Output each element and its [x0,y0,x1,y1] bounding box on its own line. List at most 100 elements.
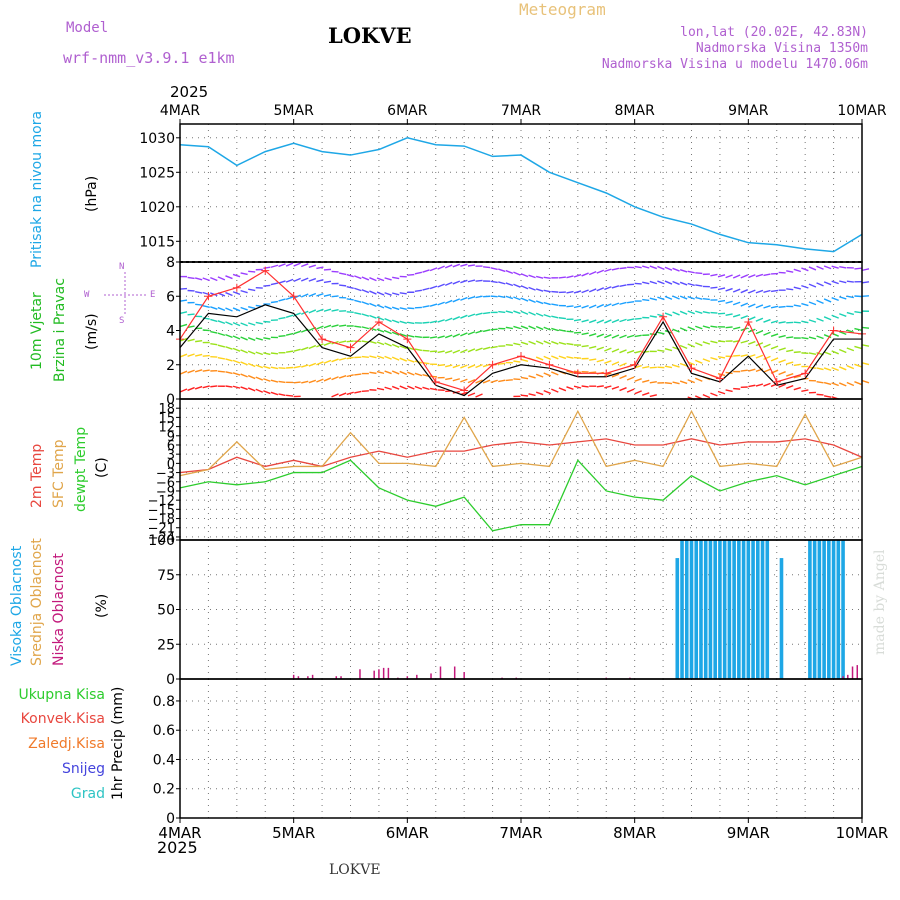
wind-arrow [217,332,226,337]
wind-arrow [384,386,392,391]
cloud-high-bar [732,540,736,679]
wind-arrow [566,355,574,359]
cloud-ytick-label: 100 [148,533,175,549]
wind-arrow [270,366,279,370]
wind-arrow [581,332,589,336]
wind-arrow [232,372,241,376]
wind-arrow [733,387,741,390]
wind-arrow [839,330,847,336]
xtick-label-bottom: 7MAR [499,824,542,842]
wind-arrow [581,304,589,309]
wind-arrow [240,306,248,311]
wind-arrow [460,296,468,301]
wind-arrow [346,356,354,360]
wind-arrow [657,265,665,270]
wind-arrow [604,360,612,364]
wind-arrow [839,280,847,284]
wind-arrow [649,297,657,301]
wind-arrow [505,295,514,300]
wind-arrow [755,273,764,278]
wind-arrow [748,340,756,345]
wind-arrow [255,351,264,356]
wind-arrow [535,340,544,345]
wind-arrow [490,267,498,271]
wind-arrow [717,287,726,291]
wind-ytick-label: 2 [166,358,175,374]
wind-arrow [376,277,385,282]
wind-arrow [384,292,392,296]
wind-arrow [195,290,203,294]
wind-arrow [619,284,627,287]
wind-arrow [672,295,680,300]
model-name: wrf-nmm_v3.9.1 e1km [63,49,235,67]
wind-gust-point [829,326,838,335]
wind-arrow [619,387,627,392]
wind-arrow [467,331,476,336]
wind-arrow [611,373,620,378]
wind-arrow [301,380,309,384]
wind-arrow [634,282,642,285]
wind-gust-point [460,386,469,395]
wind-arrow [498,379,506,383]
cloud-high-bar [722,540,727,679]
wind-arrow [785,373,794,377]
wind-arrow [687,379,695,384]
wind-arrow [467,264,476,267]
wind-arrow [301,364,309,368]
wind-arrow [770,289,779,293]
wind-arrow [293,365,301,369]
wind-arrow [263,365,271,370]
wind-arrow [634,265,642,269]
wind-arrow [513,342,521,346]
wind-arrow [786,349,794,353]
wind-arrow [376,387,385,391]
wind-arrow [255,321,263,325]
wind-arrow [543,372,552,377]
wind-arrow [232,385,241,389]
compass-cross [104,272,146,316]
wind-arrow [642,281,650,285]
wind-arrow [589,358,597,361]
wind-arrow [308,379,317,384]
wind-arrow [604,303,612,308]
wind-arrow [437,350,445,354]
wind-arrow [725,313,733,316]
year-label-top: 2025 [170,83,209,101]
cloud-high-bar [756,540,760,679]
wind-speed-line [179,304,862,397]
wind-arrow [748,289,756,294]
wind-arrow [210,306,218,310]
wind-arrow [505,269,514,275]
wind-arrow [376,370,385,375]
wind-arrow [831,382,839,387]
wind-arrow [278,263,286,268]
wind-arrow [460,279,468,284]
wind-arrow [778,383,786,388]
cloud-high-bar [713,540,717,679]
wind-arrow [808,352,817,355]
wind-arrow [316,361,324,366]
wind-arrow [687,326,695,331]
wind-arrow [263,266,271,270]
wind-arrow [255,337,263,341]
wind-arrow [407,307,415,310]
wind-arrow [543,326,551,331]
wind-arrow [854,345,862,350]
wind-arrow [376,328,385,333]
wind-arrow [543,340,552,345]
wind-arrow [316,293,324,297]
wind-arrow [505,310,514,314]
wind-arrow [846,381,855,387]
wind-arrow [626,318,635,322]
wind-arrow [558,355,567,360]
xtick-label-bottom: 4MAR [158,824,201,842]
wind-arrow [687,343,695,348]
precip-ytick-label: 0.8 [153,694,175,710]
wind-arrow [452,349,461,354]
wind-arrow [725,389,733,393]
wind-arrow [619,374,627,380]
precip-label-graupel: Grad [70,786,105,802]
wind-arrow [444,334,453,339]
wind-arrow [535,300,544,305]
temp-dew-line [179,459,863,532]
